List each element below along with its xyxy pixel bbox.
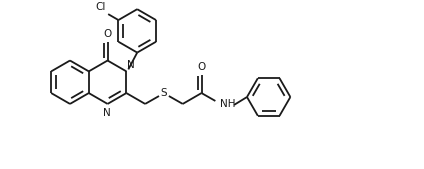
Text: NH: NH <box>220 99 236 109</box>
Text: O: O <box>198 62 206 72</box>
Text: Cl: Cl <box>96 2 106 12</box>
Text: S: S <box>161 88 167 98</box>
Text: O: O <box>103 29 112 39</box>
Text: N: N <box>127 60 135 70</box>
Text: N: N <box>103 108 111 118</box>
